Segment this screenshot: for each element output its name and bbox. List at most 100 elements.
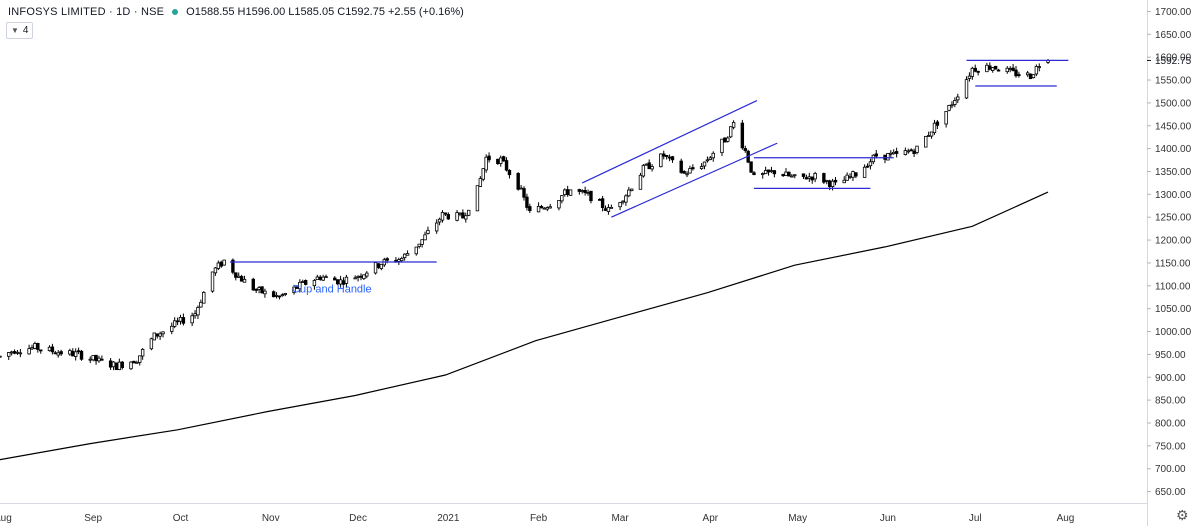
candle — [525, 193, 529, 211]
candle — [679, 158, 683, 174]
candle — [726, 136, 730, 143]
candle — [33, 341, 37, 350]
candle — [458, 212, 462, 217]
candle — [376, 263, 381, 269]
candle — [519, 184, 523, 190]
x-tick-label: Sep — [84, 513, 102, 524]
candle — [801, 173, 806, 180]
candle — [254, 288, 258, 294]
candle — [729, 126, 733, 139]
candle — [1014, 65, 1018, 78]
candle — [723, 137, 727, 143]
candle — [603, 205, 608, 211]
candle — [763, 166, 768, 175]
candle — [499, 155, 503, 167]
candle — [688, 165, 692, 174]
candle — [600, 195, 605, 212]
y-tick-label: 1550.00 — [1155, 76, 1192, 87]
x-tick-label: Jun — [880, 513, 896, 524]
candle — [708, 155, 713, 161]
candle — [976, 70, 980, 76]
candle — [740, 119, 745, 150]
y-tick-label: 1650.00 — [1155, 30, 1192, 41]
candle — [446, 212, 451, 220]
candle — [193, 310, 197, 319]
indicator-toggle[interactable]: ▼ 4 — [6, 22, 34, 39]
candle — [356, 275, 360, 282]
candle — [598, 198, 602, 201]
candle — [906, 148, 910, 154]
trendline-channel-upper[interactable] — [581, 100, 758, 184]
candle — [79, 349, 84, 361]
y-tick-label: 1450.00 — [1155, 121, 1192, 132]
candle — [132, 360, 136, 364]
candle — [283, 292, 287, 297]
candle — [213, 266, 218, 276]
candle — [0, 355, 2, 358]
candle — [140, 347, 145, 360]
candle — [787, 171, 791, 177]
candle — [417, 243, 421, 249]
candle — [280, 293, 285, 297]
candle — [117, 358, 122, 371]
candle — [985, 62, 989, 73]
candle — [772, 170, 777, 178]
candle — [478, 176, 483, 187]
candle — [874, 149, 878, 159]
candle — [833, 176, 838, 186]
x-tick-label: Aug — [0, 513, 12, 524]
candle — [886, 152, 890, 161]
candle — [437, 217, 442, 226]
candle — [868, 158, 873, 170]
x-tick-label: 2021 — [437, 513, 460, 524]
candle — [50, 343, 55, 355]
candle — [73, 348, 78, 361]
candle — [216, 260, 221, 271]
candle — [516, 172, 520, 191]
y-tick-label: 1250.00 — [1155, 213, 1192, 224]
candle — [522, 186, 526, 201]
candle — [202, 291, 206, 304]
candle — [277, 295, 282, 300]
candle — [397, 257, 401, 265]
candle — [231, 258, 235, 275]
candle — [711, 151, 715, 162]
candle — [353, 275, 357, 280]
candle — [400, 256, 404, 262]
candle — [443, 212, 448, 217]
candle — [761, 172, 765, 179]
candle — [932, 119, 937, 135]
trendline-channel-lower[interactable] — [611, 142, 778, 218]
candle — [682, 170, 686, 174]
candle — [769, 166, 774, 173]
x-tick-label: Aug — [1057, 513, 1075, 524]
gear-icon[interactable]: ⚙ — [1176, 507, 1189, 523]
candle — [842, 176, 846, 184]
candle — [100, 355, 104, 361]
chart-legend: INFOSYS LIMITED · 1D · NSE O1588.55 H159… — [8, 6, 464, 18]
y-tick-label: 700.00 — [1155, 464, 1186, 475]
candle — [312, 279, 317, 290]
candle — [667, 154, 672, 162]
candle — [161, 331, 165, 338]
annotation-label[interactable]: Cup and Handle — [292, 284, 372, 296]
candle — [196, 305, 200, 319]
candle — [135, 360, 139, 364]
candle — [781, 173, 785, 178]
x-tick-label: Feb — [530, 513, 548, 524]
ohlc-values: O1588.55 H1596.00 L1585.05 C1592.75 +2.5… — [186, 6, 464, 18]
candle — [825, 179, 829, 185]
candle — [420, 239, 424, 248]
symbol-title[interactable]: INFOSYS LIMITED · 1D · NSE — [8, 6, 165, 18]
candle — [568, 189, 573, 196]
y-tick-label: 1400.00 — [1155, 144, 1192, 155]
candle — [586, 189, 590, 196]
candle — [862, 164, 867, 178]
y-tick-label: 1700.00 — [1155, 7, 1192, 18]
candle — [1025, 70, 1030, 77]
candle — [507, 169, 512, 179]
candle — [149, 337, 154, 351]
candle — [251, 277, 255, 291]
